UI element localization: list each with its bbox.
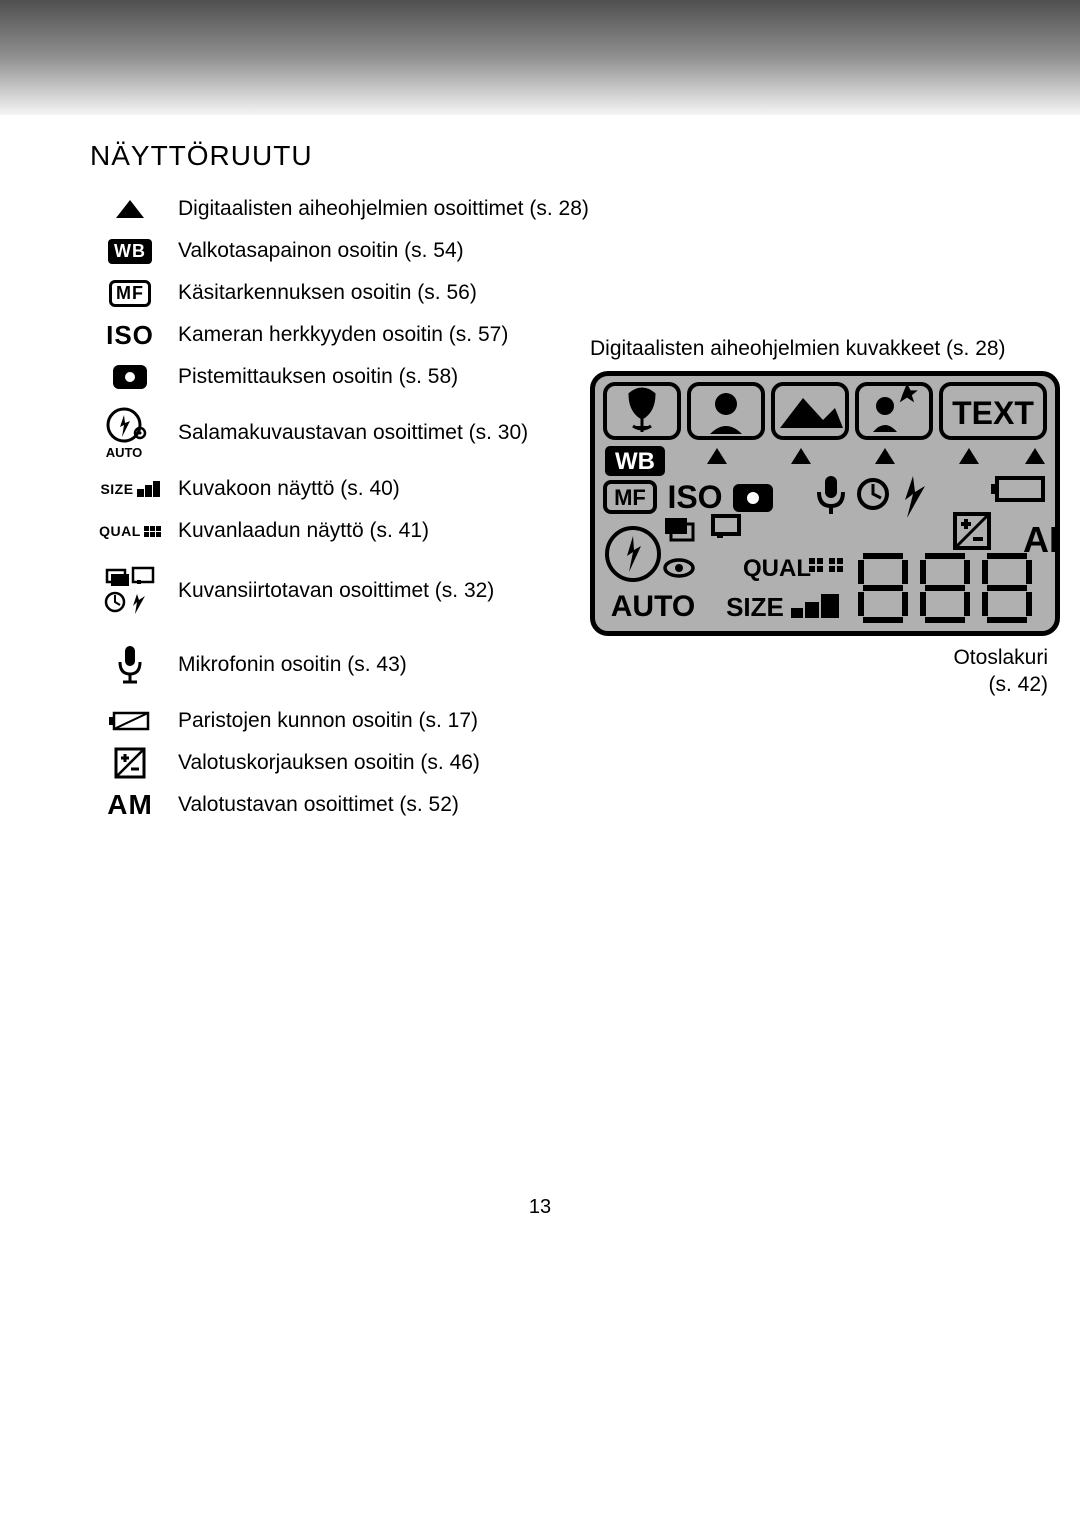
svg-text:ISO: ISO [667, 479, 722, 515]
svg-text:QUAL: QUAL [743, 555, 811, 582]
wb-icon: WB [108, 239, 152, 264]
indicator-label: Paristojen kunnon osoitin (s. 17) [170, 709, 478, 733]
indicator-row: Paristojen kunnon osoitin (s. 17) [90, 704, 590, 738]
indicator-label: Kuvanlaadun näyttö (s. 41) [170, 519, 429, 543]
section-title: NÄYTTÖRUUTU [90, 140, 990, 172]
indicator-label: Kameran herkkyyden osoitin (s. 57) [170, 323, 508, 347]
indicator-label: Valotustavan osoittimet (s. 52) [170, 793, 459, 817]
indicator-label: Digitaalisten aiheohjelmien osoittimet (… [170, 197, 589, 221]
frame-counter-caption: Otoslakuri (s. 42) [590, 644, 1060, 699]
svg-text:TEXT: TEXT [952, 395, 1034, 431]
svg-text:AM: AM [1023, 519, 1055, 560]
battery-icon [108, 710, 152, 732]
svg-text:SIZE: SIZE [726, 592, 784, 622]
indicator-label: Mikrofonin osoitin (s. 43) [170, 653, 407, 677]
indicator-row: AUTO Salamakuvaustavan osoittimet (s. 30… [90, 402, 590, 464]
flash-auto-icon: AUTO [104, 407, 156, 459]
am-icon: AM [107, 789, 153, 821]
mf-icon: MF [109, 280, 151, 307]
drive-mode-icon [103, 566, 157, 616]
indicator-label: Kuvansiirtotavan osoittimet (s. 32) [170, 579, 494, 603]
svg-text:AUTO: AUTO [106, 445, 143, 459]
iso-icon: ISO [106, 320, 154, 351]
indicator-label: Käsitarkennuksen osoitin (s. 56) [170, 281, 477, 305]
indicator-row: WB Valkotasapainon osoitin (s. 54) [90, 234, 590, 268]
indicator-row: QUAL Kuvanlaadun näyttö (s. 41) [90, 514, 590, 548]
indicator-label: Kuvakoon näyttö (s. 40) [170, 477, 400, 501]
indicator-row: Mikrofonin osoitin (s. 43) [90, 634, 590, 696]
svg-text:WB: WB [615, 448, 655, 475]
indicator-row: Kuvansiirtotavan osoittimet (s. 32) [90, 556, 590, 626]
indicator-row: AM Valotustavan osoittimet (s. 52) [90, 788, 590, 822]
header-gradient [0, 0, 1080, 115]
size-icon: SIZE [100, 481, 159, 497]
indicator-row: ISO Kameran herkkyyden osoitin (s. 57) [90, 318, 590, 352]
indicator-label: Valkotasapainon osoitin (s. 54) [170, 239, 464, 263]
triangle-up-icon [116, 200, 144, 218]
qual-icon: QUAL [99, 523, 161, 539]
indicator-row: SIZE Kuvakoon näyttö (s. 40) [90, 472, 590, 506]
svg-text:AUTO: AUTO [611, 590, 695, 623]
page-content: NÄYTTÖRUUTU Digitaalisten aiheohjelmien … [0, 115, 1080, 830]
indicator-label: Valotuskorjauksen osoitin (s. 46) [170, 751, 480, 775]
exposure-comp-icon [114, 747, 146, 779]
indicator-list: Digitaalisten aiheohjelmien osoittimet (… [90, 192, 590, 830]
indicator-label: Salamakuvaustavan osoittimet (s. 30) [170, 421, 528, 445]
indicator-row: Pistemittauksen osoitin (s. 58) [90, 360, 590, 394]
scene-icons-heading: Digitaalisten aiheohjelmien kuvakkeet (s… [590, 337, 1060, 361]
indicator-row: MF Käsitarkennuksen osoitin (s. 56) [90, 276, 590, 310]
spot-metering-icon [113, 365, 147, 389]
indicator-row: Valotuskorjauksen osoitin (s. 46) [90, 746, 590, 780]
indicator-label: Pistemittauksen osoitin (s. 58) [170, 365, 458, 389]
microphone-icon [115, 644, 145, 686]
indicator-row: Digitaalisten aiheohjelmien osoittimet (… [90, 192, 590, 226]
svg-text:MF: MF [614, 485, 646, 510]
lcd-panel-diagram: TEXT WB MF ISO [590, 371, 1060, 636]
page-number: 13 [0, 1196, 1080, 1219]
